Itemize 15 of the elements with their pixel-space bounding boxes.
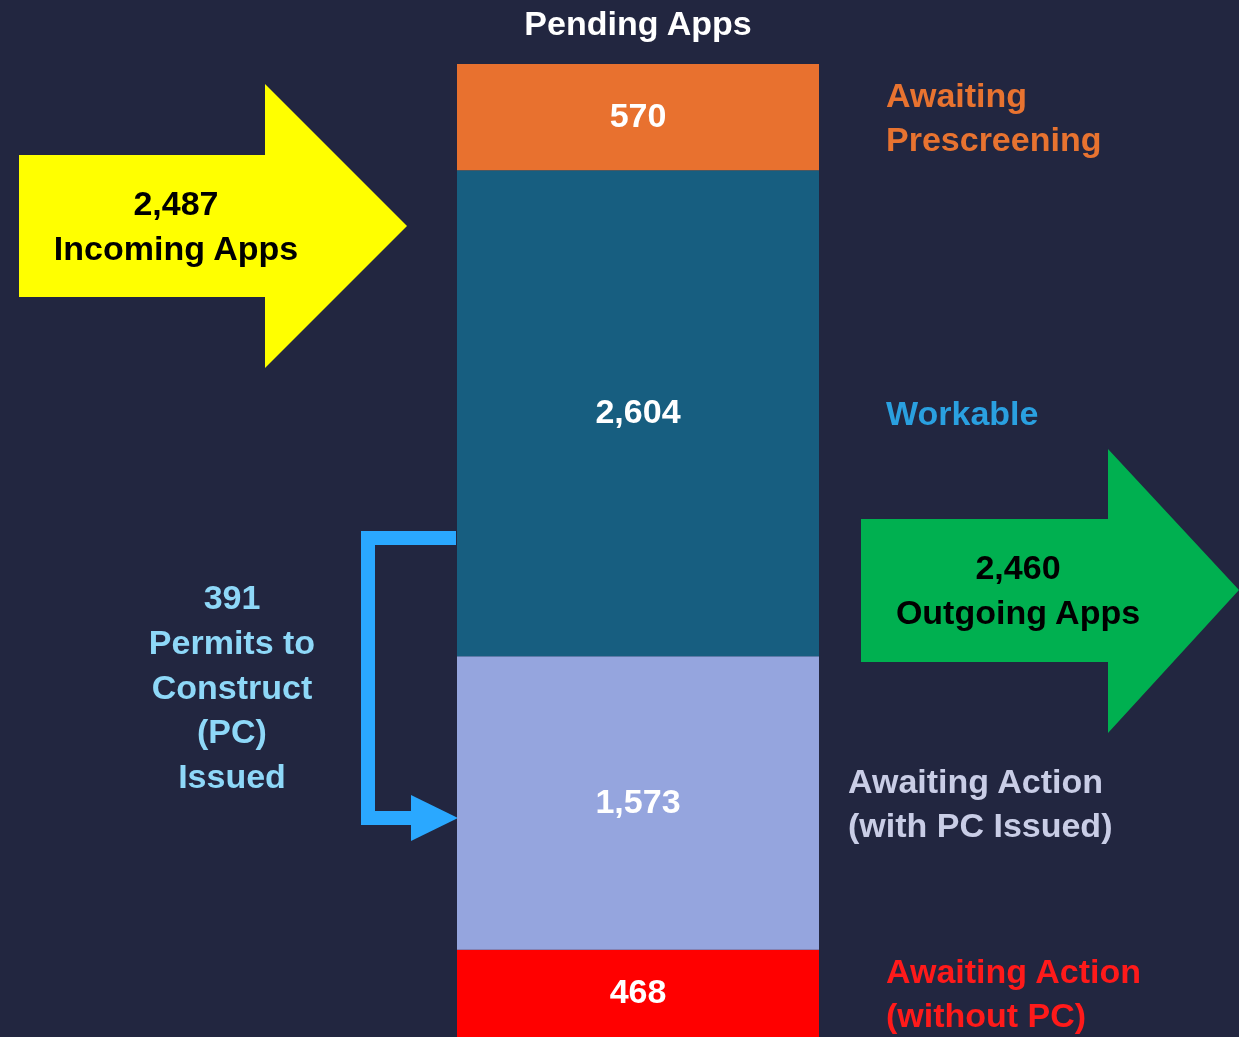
bar bbox=[457, 64, 819, 171]
chart-title: Pending Apps bbox=[524, 4, 752, 42]
text: 2,460 Outgoing Apps bbox=[895, 547, 1141, 633]
text: 391 Permits to Construct (PC) Issued bbox=[148, 576, 316, 798]
data-label: 2,604 bbox=[595, 392, 681, 431]
data-label: 468 bbox=[609, 972, 667, 1011]
data-label: 570 bbox=[609, 96, 667, 135]
bar bbox=[457, 170, 819, 657]
data-label: 1,573 bbox=[595, 781, 681, 820]
bar bbox=[457, 949, 819, 1037]
series-label: Workable bbox=[886, 393, 1039, 435]
text: 2,487 Incoming Apps bbox=[53, 183, 299, 269]
series-label: Awaiting Action (without PC) bbox=[886, 951, 1141, 1037]
series-label: Awaiting Action (with PC Issued) bbox=[848, 760, 1113, 846]
series-label: Awaiting Prescreening bbox=[886, 75, 1102, 161]
